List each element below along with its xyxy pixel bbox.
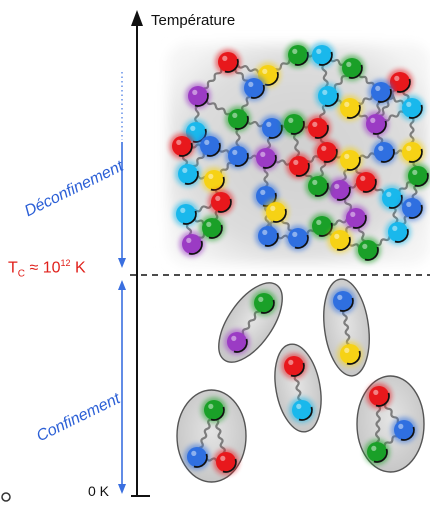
yellow-quark [263, 199, 289, 225]
hadron-meson-1 [218, 282, 283, 363]
hadron-meson-2 [323, 278, 370, 377]
purple-quark [185, 83, 211, 109]
blue-quark [225, 143, 251, 169]
purple-quark [224, 329, 250, 355]
tc-unit: K [70, 259, 86, 277]
yellow-quark [337, 95, 363, 121]
confinement-arrowhead-top [118, 280, 126, 290]
green-quark [225, 106, 251, 132]
green-quark [355, 237, 381, 263]
blue-quark [391, 417, 417, 443]
cyan-quark [289, 397, 315, 423]
green-quark [339, 55, 365, 81]
confinement-arrowhead-bottom [118, 484, 126, 494]
red-quark [305, 115, 331, 141]
tc-base: T [8, 259, 18, 277]
cyan-quark [175, 161, 201, 187]
cyan-quark [385, 219, 411, 245]
red-quark [281, 353, 307, 379]
blue-quark [255, 223, 281, 249]
zero-kelvin-label: 0 K [88, 483, 110, 499]
green-quark [281, 111, 307, 137]
deconfinement-arrowhead [118, 258, 126, 268]
critical-temperature-label: TC ≈ 1012 K [8, 258, 86, 280]
cyan-quark [315, 83, 341, 109]
blue-quark [371, 139, 397, 165]
hadron-baryon-1 [176, 389, 247, 483]
blue-quark [241, 75, 267, 101]
blue-quark [368, 79, 394, 105]
tc-exp: 12 [60, 258, 71, 268]
cyan-quark [309, 42, 335, 68]
yellow-quark [201, 167, 227, 193]
yellow-quark [337, 341, 363, 367]
red-quark [366, 383, 392, 409]
temperature-axis-arrowhead [131, 10, 143, 26]
blue-quark [259, 115, 285, 141]
blue-quark [330, 288, 356, 314]
cyan-quark [173, 201, 199, 227]
yellow-quark [327, 227, 353, 253]
green-quark [305, 173, 331, 199]
red-quark [169, 133, 195, 159]
green-quark [199, 215, 225, 241]
red-quark [387, 69, 413, 95]
cyan-quark [379, 185, 405, 211]
red-quark [314, 139, 340, 165]
purple-quark [363, 111, 389, 137]
blue-quark [184, 444, 210, 470]
blue-quark [285, 225, 311, 251]
hadron-meson-3 [274, 343, 322, 433]
blue-quark [399, 195, 425, 221]
red-quark [213, 449, 239, 475]
hadrons [176, 278, 425, 483]
hadron-baryon-2 [356, 375, 425, 473]
purple-quark [327, 177, 353, 203]
blue-quark [197, 133, 223, 159]
red-quark [353, 169, 379, 195]
yellow-quark [399, 139, 425, 165]
green-quark [309, 213, 335, 239]
green-quark [285, 42, 311, 68]
green-quark [364, 439, 390, 465]
corner-mark [1, 492, 11, 502]
tc-approx: ≈ 10 [25, 259, 61, 277]
red-quark [215, 49, 241, 75]
yellow-quark [337, 147, 363, 173]
plasma-quarks [169, 42, 430, 263]
tc-sub: C [17, 268, 26, 280]
green-quark [251, 290, 277, 316]
green-quark [201, 397, 227, 423]
purple-quark [253, 145, 279, 171]
red-quark [286, 153, 312, 179]
cyan-quark [399, 95, 425, 121]
red-quark [208, 189, 234, 215]
temperature-axis-title: Température [151, 12, 236, 29]
purple-quark [179, 231, 205, 257]
purple-quark [343, 205, 369, 231]
green-quark [405, 163, 430, 189]
